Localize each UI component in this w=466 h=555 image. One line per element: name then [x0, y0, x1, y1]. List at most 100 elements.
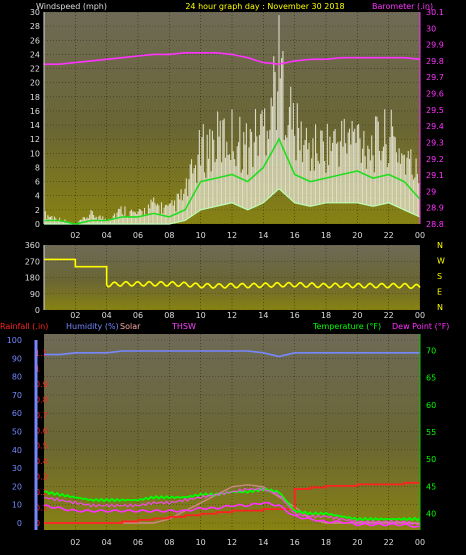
x-tick-label: 04: [102, 231, 112, 240]
x-tick-label: 06: [133, 231, 143, 240]
direction-grid: 02 04 06 08 10 12 14 16 18 20 22 00: [44, 244, 425, 320]
wind-direction-line: [44, 258, 421, 290]
baro-y-tick: 30.1: [426, 8, 444, 17]
x-tick-label: 18: [321, 311, 331, 320]
dewpoint-axis-title: Dew Point (°F): [392, 322, 449, 331]
graph-title: 24 hour graph day : November 30 2018: [185, 2, 344, 11]
x-tick-label: 10: [196, 538, 206, 547]
wind-y-tick: 0: [35, 220, 40, 229]
direction-y-tick: 0: [35, 306, 40, 315]
x-tick-label: 10: [196, 231, 206, 240]
solar-axis-title: Solar: [120, 322, 141, 331]
x-tick-label: 12: [227, 311, 237, 320]
temperature-panel: 02 04 06 08 10 12 14 16 18 20 22 00 010203040506070…: [7, 334, 436, 547]
humidity-y-tick: 80: [12, 373, 22, 382]
rain-y-tick: 0.4: [35, 457, 48, 466]
temperature-axis-title: Temperature (°F): [312, 322, 381, 331]
humidity-y-ticks: 0 10 20 30 40 50 60 70 80 90 100: [7, 336, 22, 528]
rain-y-tick: 0.7: [35, 411, 48, 420]
direction-y-ticks: 0 90 180 270 360: [25, 241, 40, 315]
direction-y-tick: 180: [25, 274, 40, 283]
x-tick-label: 02: [70, 231, 80, 240]
rain-y-tick: 0.6: [35, 426, 48, 435]
rain-y-tick: 0.9: [35, 380, 48, 389]
wind-y-tick: 20: [30, 79, 40, 88]
temp-y-tick: 45: [426, 482, 436, 491]
wind-y-tick: 22: [30, 65, 40, 74]
humidity-y-tick: 70: [12, 391, 22, 400]
x-tick-label: 12: [227, 231, 237, 240]
wind-average-line: [44, 137, 421, 225]
wind-y-tick: 10: [30, 149, 40, 158]
baro-y-tick: 29.5: [426, 106, 444, 115]
humidity-y-tick: 60: [12, 409, 22, 418]
x-tick-label: 22: [384, 538, 394, 547]
wind-y-tick: 16: [30, 107, 40, 116]
x-tick-label: 22: [384, 311, 394, 320]
rain-y-tick: 0.1: [35, 504, 48, 513]
x-tick-label: 22: [384, 231, 394, 240]
temperature-grid: 02 04 06 08 10 12 14 16 18 20 22 00: [44, 334, 425, 547]
wind-y-tick: 8: [35, 163, 40, 172]
wind-y-tick: 12: [30, 135, 40, 144]
humidity-line: [44, 350, 420, 358]
x-tick-label: 16: [290, 231, 300, 240]
humidity-axis-title: Humidity (%): [66, 322, 119, 331]
humidity-y-tick: 0: [17, 519, 22, 528]
x-tick-label: 20: [352, 231, 362, 240]
temp-y-tick: 40: [426, 510, 436, 519]
temp-y-tick: 55: [426, 428, 436, 437]
temp-y-tick: 70: [426, 346, 436, 355]
compass-label: N: [437, 241, 443, 250]
wind-y-tick: 28: [30, 22, 40, 31]
x-tick-label: 12: [227, 538, 237, 547]
baro-y-ticks: 28.8 28.9 29 29.1 29.2 29.3 29.4 29.5 29.6 29.7 29…: [426, 8, 444, 229]
x-tick-label: 00: [415, 538, 425, 547]
wind-series: [43, 15, 421, 225]
wind-y-tick: 4: [35, 192, 40, 201]
wind-y-tick: 6: [35, 178, 40, 187]
baro-y-tick: 30: [426, 24, 436, 33]
humidity-y-tick: 100: [7, 336, 22, 345]
humidity-y-tick: 50: [12, 428, 22, 437]
baro-y-tick: 29.9: [426, 41, 444, 50]
temperature-series: [43, 350, 421, 528]
wind-y-tick: 24: [30, 50, 40, 59]
baro-y-tick: 29.1: [426, 171, 444, 180]
rain-y-ticks: 0 0.1 0.2 0.3 0.4 0.5 0.6 0.7 0.8 0.9 1 1.1: [35, 349, 48, 528]
barometer-axis-title: Barometer (.in): [372, 2, 433, 11]
x-tick-label: 06: [133, 538, 143, 547]
x-tick-label: 16: [290, 311, 300, 320]
x-tick-label: 14: [258, 311, 268, 320]
x-tick-label: 08: [164, 231, 174, 240]
x-tick-label: 16: [290, 538, 300, 547]
temp-y-tick: 65: [426, 374, 436, 383]
humidity-y-tick: 20: [12, 482, 22, 491]
compass-label: N: [437, 303, 443, 312]
direction-y-tick: 90: [30, 290, 40, 299]
baro-y-tick: 29.3: [426, 138, 444, 147]
windspeed-axis-title: Windspeed (mph): [36, 2, 107, 11]
baro-y-tick: 29.6: [426, 90, 444, 99]
wind-panel: 02 04 06 08 10 12 14 16 18 20 22 00 024681012141618…: [30, 8, 444, 240]
baro-y-tick: 29.4: [426, 122, 444, 131]
humidity-y-tick: 30: [12, 464, 22, 473]
wind-y-tick: 26: [30, 36, 40, 45]
x-tick-label: 04: [102, 538, 112, 547]
temp-y-tick: 50: [426, 455, 436, 464]
temperature-plot-area: [44, 334, 420, 530]
x-tick-label: 04: [102, 311, 112, 320]
x-tick-label: 20: [352, 538, 362, 547]
rain-y-tick: 0.2: [35, 488, 48, 497]
rain-y-tick: 1: [35, 364, 40, 373]
rain-y-tick: 0: [35, 519, 40, 528]
baro-y-tick: 28.8: [426, 220, 444, 229]
x-tick-label: 00: [415, 231, 425, 240]
wind-y-tick: 2: [35, 206, 40, 215]
direction-y-tick: 360: [25, 241, 40, 250]
baro-y-tick: 29: [426, 187, 436, 196]
